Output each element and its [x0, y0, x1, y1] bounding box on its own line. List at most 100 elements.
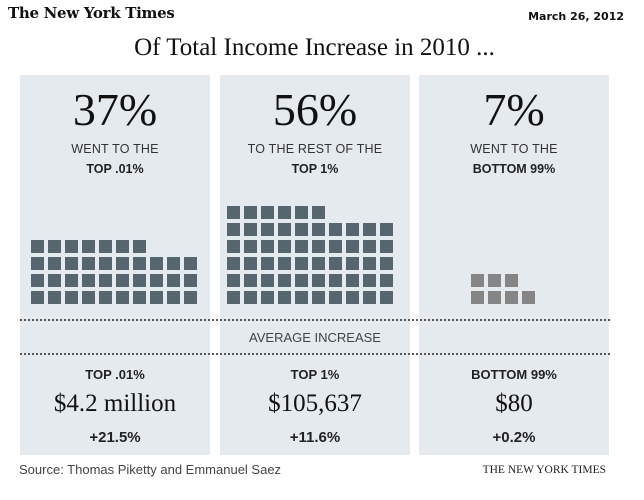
waffle-square	[346, 223, 359, 236]
waffle-square	[99, 291, 112, 304]
waffle-square	[99, 257, 112, 270]
waffle-square	[380, 223, 393, 236]
waffle-square	[116, 274, 129, 287]
waffle-square	[82, 274, 95, 287]
waffle-square	[244, 274, 257, 287]
waffle-square	[278, 257, 291, 270]
waffle-square	[261, 274, 274, 287]
waffle-square	[244, 291, 257, 304]
waffle-square	[363, 274, 376, 287]
nyt-logo: The New York Times	[8, 4, 175, 22]
waffle-square	[295, 291, 308, 304]
waffle-square	[505, 274, 518, 287]
percent-label: 7%	[483, 84, 545, 135]
waffle-square	[167, 257, 180, 270]
waffle-square	[312, 257, 325, 270]
percent-label: 56%	[272, 84, 358, 135]
waffle-square	[150, 257, 163, 270]
waffle-square	[167, 274, 180, 287]
waffle-square	[488, 274, 501, 287]
chart-title: Of Total Income Increase in 2010 ...	[134, 34, 495, 61]
waffle-square	[261, 240, 274, 253]
divider-bottom	[20, 353, 610, 355]
waffle-square	[167, 291, 180, 304]
waffle-square	[363, 257, 376, 270]
waffle-square	[184, 257, 197, 270]
waffle-square	[227, 240, 240, 253]
waffle-square	[184, 274, 197, 287]
waffle-square	[295, 240, 308, 253]
waffle-square	[48, 274, 61, 287]
waffle-square	[312, 274, 325, 287]
waffle-square	[227, 223, 240, 236]
waffle-square	[31, 240, 44, 253]
waffle-square	[227, 206, 240, 219]
waffle-square	[505, 291, 518, 304]
waffle-square	[329, 291, 342, 304]
waffle-square	[82, 291, 95, 304]
waffle-square	[380, 257, 393, 270]
waffle-square	[261, 206, 274, 219]
waffle-square	[65, 291, 78, 304]
waffle-square	[48, 240, 61, 253]
waffle-square	[346, 240, 359, 253]
waffle-square	[31, 274, 44, 287]
group-caption: TO THE REST OF THE	[247, 142, 383, 156]
waffle-square	[244, 257, 257, 270]
waffle-square	[82, 257, 95, 270]
waffle-square	[48, 291, 61, 304]
group-name: BOTTOM 99%	[472, 162, 556, 176]
waffle-square	[312, 206, 325, 219]
waffle-square	[329, 223, 342, 236]
waffle-square	[278, 274, 291, 287]
change-percent: +11.6%	[289, 429, 341, 446]
group-caption: WENT TO THE	[470, 142, 558, 156]
waffle-square	[227, 291, 240, 304]
average-increase: $80	[495, 390, 533, 417]
change-percent: +21.5%	[89, 429, 141, 446]
waffle-square	[380, 274, 393, 287]
waffle-square	[227, 257, 240, 270]
waffle-square	[99, 274, 112, 287]
waffle-square	[278, 291, 291, 304]
waffle-square	[312, 291, 325, 304]
waffle-square	[488, 291, 501, 304]
waffle-square	[295, 223, 308, 236]
waffle-square	[116, 291, 129, 304]
waffle-square	[363, 240, 376, 253]
waffle-square	[471, 274, 484, 287]
section-label: AVERAGE INCREASE	[249, 330, 381, 345]
waffle-square	[295, 257, 308, 270]
waffle-square	[329, 257, 342, 270]
waffle-square	[295, 206, 308, 219]
waffle-square	[346, 274, 359, 287]
waffle-square	[150, 291, 163, 304]
waffle-square	[278, 223, 291, 236]
waffle-square	[244, 223, 257, 236]
divider-top	[20, 319, 610, 321]
waffle-square	[99, 240, 112, 253]
waffle-square	[116, 240, 129, 253]
waffle-square	[312, 240, 325, 253]
waffle-square	[133, 257, 146, 270]
group-name: TOP 1%	[291, 162, 339, 176]
waffle-square	[261, 257, 274, 270]
group-caption: WENT TO THE	[71, 142, 159, 156]
waffle-square	[346, 291, 359, 304]
average-increase: $4.2 million	[53, 390, 177, 417]
waffle-square	[278, 206, 291, 219]
average-increase: $105,637	[268, 390, 362, 417]
waffle-square	[380, 240, 393, 253]
waffle-square	[116, 257, 129, 270]
waffle-square	[295, 274, 308, 287]
waffle-square	[329, 240, 342, 253]
group-label: TOP 1%	[290, 367, 340, 382]
change-percent: +0.2%	[492, 429, 536, 446]
waffle-square	[380, 291, 393, 304]
waffle-square	[261, 291, 274, 304]
credit: THE NEW YORK TIMES	[482, 464, 606, 476]
waffle-square	[471, 291, 484, 304]
waffle-square	[133, 274, 146, 287]
waffle-square	[346, 257, 359, 270]
waffle-square	[133, 240, 146, 253]
